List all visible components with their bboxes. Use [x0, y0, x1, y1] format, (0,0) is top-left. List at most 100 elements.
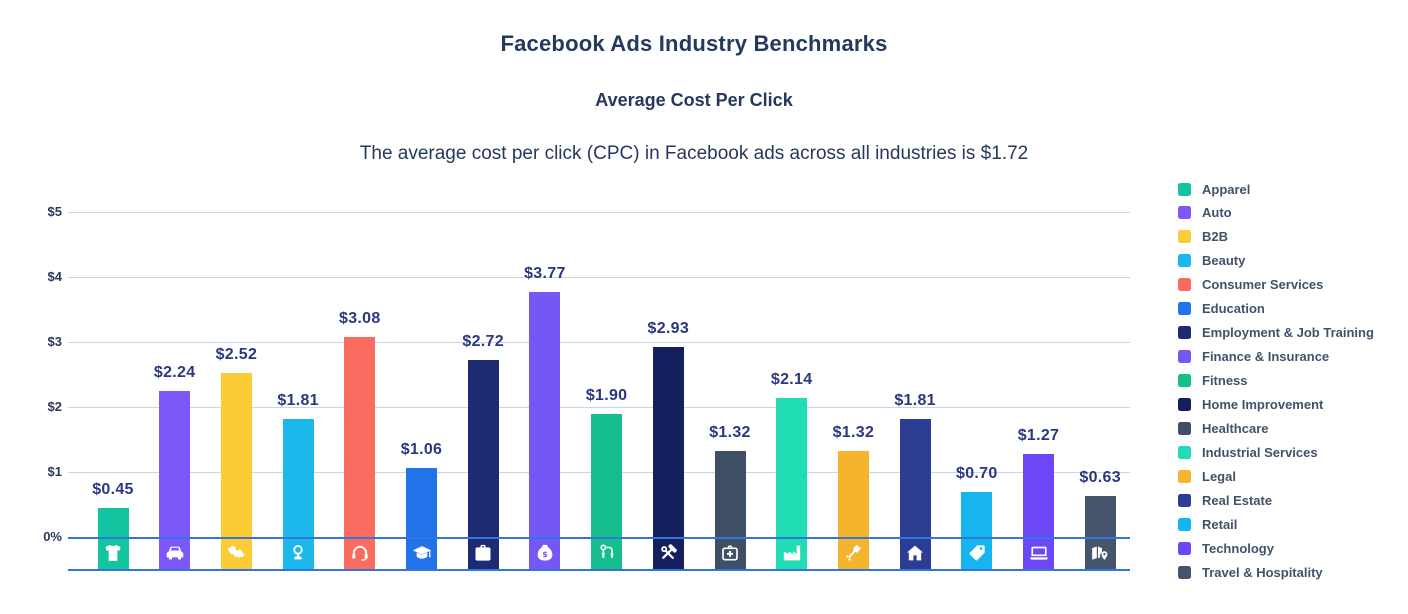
legend-swatch-employment-job-training: [1178, 326, 1191, 340]
legend-item-finance-insurance: Finance & Insurance: [1178, 349, 1330, 365]
bar-value-label-legal: $1.32: [832, 424, 875, 442]
chart-description: The average cost per click (CPC) in Face…: [359, 143, 1029, 164]
bar-value-label-consumer-services: $3.08: [339, 309, 381, 327]
bar-value-label-home-improvement: $2.93: [647, 319, 690, 337]
legend-swatch-home-improvement: [1178, 398, 1191, 412]
legend-label-legal: Legal: [1202, 468, 1236, 484]
legend-label-consumer-services: Consumer Services: [1202, 277, 1324, 293]
legend-item-beauty: Beauty: [1178, 253, 1246, 269]
bar-value-label-technology: $1.27: [1017, 427, 1060, 445]
factory-icon: [782, 543, 802, 563]
bar-healthcare: [714, 451, 746, 569]
legend-swatch-consumer-services: [1178, 278, 1191, 292]
zero-baseline: [68, 537, 1130, 539]
house-icon: [905, 543, 925, 563]
bar-auto: [159, 391, 191, 569]
bar-value-label-apparel: $0.45: [92, 480, 134, 498]
bar-fitness: [591, 413, 623, 569]
legend-label-auto: Auto: [1202, 205, 1232, 221]
legend-label-b2b: B2B: [1202, 229, 1229, 245]
hammer-wrench-icon: [658, 543, 678, 563]
legend-label-retail: Retail: [1202, 516, 1238, 532]
legend-item-retail: Retail: [1178, 516, 1238, 532]
bar-value-label-real-estate: $1.81: [894, 392, 936, 410]
legend-swatch-beauty: [1178, 254, 1191, 268]
bar-value-label-finance-insurance: $3.77: [524, 264, 566, 282]
bar-employment-job-training: [467, 360, 499, 569]
headset-icon: [350, 543, 370, 563]
map-pin-icon: [1090, 543, 1110, 563]
price-tag-icon: [967, 543, 987, 563]
jump-rope-icon: [597, 543, 617, 563]
bar-value-label-auto: $2.24: [153, 364, 196, 382]
legend-swatch-retail: [1178, 517, 1191, 531]
y-tick-label-5: $5: [47, 204, 62, 219]
legend-item-apparel: Apparel: [1178, 181, 1251, 197]
legend-swatch-real-estate: [1178, 493, 1191, 507]
gavel-icon: [843, 543, 863, 563]
legend-swatch-fitness: [1178, 374, 1191, 388]
bar-value-label-industrial-services: $2.14: [770, 370, 813, 388]
legend-swatch-legal: [1178, 469, 1191, 483]
first-aid-kit-icon: [720, 543, 740, 563]
y-tick-label-4: $4: [47, 269, 62, 284]
y-tick-label-2: $2: [47, 399, 62, 414]
bar-value-label-healthcare: $1.32: [709, 424, 751, 442]
legend-swatch-b2b: [1178, 230, 1191, 244]
legend-label-employment-job-training: Employment & Job Training: [1202, 325, 1374, 341]
bar-home-improvement: [652, 346, 684, 569]
legend-swatch-education: [1178, 302, 1191, 316]
bar-legal: [837, 451, 869, 569]
legend-item-employment-job-training: Employment & Job Training: [1178, 325, 1374, 341]
page-title: Facebook Ads Industry Benchmarks: [500, 31, 888, 56]
legend-item-technology: Technology: [1178, 541, 1274, 556]
bar-consumer-services: [344, 336, 376, 569]
bar-value-label-travel-hospitality: $0.63: [1079, 469, 1121, 487]
legend-label-home-improvement: Home Improvement: [1202, 397, 1324, 413]
bar-b2b: [220, 373, 252, 569]
legend-item-consumer-services: Consumer Services: [1178, 277, 1324, 293]
legend-swatch-apparel: [1178, 182, 1191, 196]
bottom-baseline: [68, 569, 1130, 571]
handshake-icon: [226, 543, 246, 563]
bar-beauty: [282, 419, 314, 569]
laptop-icon: [1029, 543, 1049, 563]
legend-label-fitness: Fitness: [1202, 373, 1248, 389]
legend-item-education: Education: [1178, 301, 1265, 317]
legend-label-apparel: Apparel: [1202, 181, 1251, 197]
bar-value-label-beauty: $1.81: [277, 392, 319, 410]
briefcase-icon: [473, 543, 493, 563]
bar-value-label-fitness: $1.90: [585, 386, 628, 404]
gridline-2: [68, 407, 1130, 408]
legend-item-b2b: B2B: [1178, 229, 1229, 245]
bar-technology: [1023, 454, 1054, 569]
bar-finance-insurance: [529, 291, 561, 569]
y-tick-label-0: 0%: [43, 529, 62, 544]
legend-item-home-improvement: Home Improvement: [1178, 397, 1324, 413]
legend-swatch-healthcare: [1178, 422, 1191, 435]
legend-item-auto: Auto: [1178, 205, 1232, 221]
gridline-5: [68, 212, 1130, 213]
legend-item-fitness: Fitness: [1178, 373, 1248, 389]
legend-label-real-estate: Real Estate: [1202, 492, 1273, 508]
bar-real-estate: [899, 419, 931, 569]
bar-value-label-employment-job-training: $2.72: [462, 333, 504, 351]
legend-swatch-auto: [1178, 206, 1191, 220]
legend-label-finance-insurance: Finance & Insurance: [1202, 349, 1330, 365]
legend-item-legal: Legal: [1178, 468, 1236, 484]
car-icon: [165, 543, 185, 563]
legend-item-healthcare: Healthcare: [1178, 421, 1268, 436]
bar-value-label-b2b: $2.52: [215, 346, 258, 364]
bar-value-label-retail: $0.70: [956, 464, 998, 482]
legend-label-education: Education: [1202, 301, 1265, 317]
legend-item-industrial-services: Industrial Services: [1178, 445, 1318, 460]
bar-industrial-services: [776, 397, 808, 569]
legend-label-beauty: Beauty: [1202, 253, 1246, 269]
legend-item-real-estate: Real Estate: [1178, 492, 1273, 508]
gridline-3: [68, 342, 1130, 343]
legend-swatch-industrial-services: [1178, 445, 1191, 459]
mirror-icon: [288, 543, 308, 563]
tshirt-icon: [103, 543, 123, 563]
